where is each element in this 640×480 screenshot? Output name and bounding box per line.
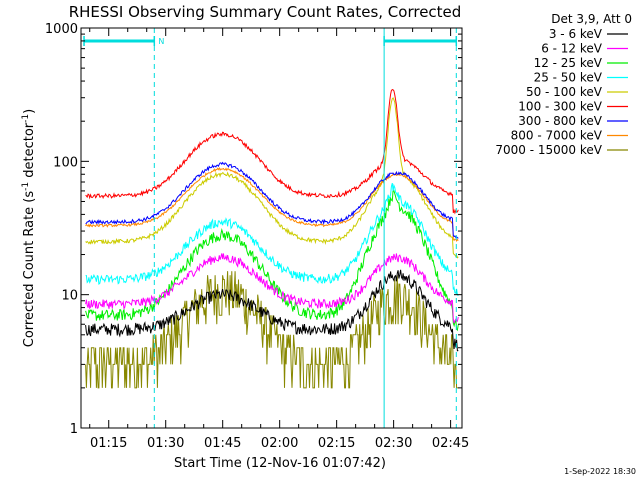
x-tick-label-0: 01:15 <box>90 436 127 451</box>
axis-layer: 01:15 01:30 01:45 02:00 02:15 02:30 02:45 1 10 10… <box>45 22 469 451</box>
series-layer <box>85 89 459 389</box>
y-axis-label: Corrected Count Rate (s-1 detector-1) <box>21 109 37 347</box>
series-line-2 <box>85 188 459 332</box>
x-tick-label-6: 02:45 <box>432 436 469 451</box>
marker-layer: N <box>83 28 458 428</box>
x-tick-label-1: 01:30 <box>147 436 184 451</box>
y-tick-label-3: 1000 <box>45 22 78 37</box>
x-tick-label-3: 02:00 <box>261 436 298 451</box>
y-tick-label-0: 1 <box>70 422 78 437</box>
legend-label-6: 300 - 800 keV <box>518 114 602 128</box>
series-line-4 <box>85 97 459 259</box>
y-axis-label-sup2: -1 <box>21 114 31 123</box>
legend-label-7: 800 - 7000 keV <box>511 129 603 143</box>
y-tick-label-2: 100 <box>53 155 78 170</box>
legend-label-4: 50 - 100 keV <box>526 85 603 99</box>
legend-title: Det 3,9, Att 0 <box>551 12 632 26</box>
legend-label-3: 25 - 50 keV <box>534 71 603 85</box>
plot-frame <box>80 27 463 429</box>
chart-title: RHESSI Observing Summary Count Rates, Co… <box>69 3 462 21</box>
x-tick-label-4: 02:15 <box>318 436 355 451</box>
legend-label-2: 12 - 25 keV <box>534 56 603 70</box>
y-tick-label-1: 10 <box>61 289 78 304</box>
legend-label-0: 3 - 6 keV <box>549 27 603 41</box>
saa-label: N <box>158 37 164 46</box>
series-line-3 <box>85 182 459 297</box>
legend-label-8: 7000 - 15000 keV <box>495 143 602 157</box>
series-line-8 <box>85 271 459 389</box>
y-axis-label-main: Corrected Count Rate (s <box>22 191 37 348</box>
y-axis-label-end: ) <box>22 109 37 114</box>
series-line-5 <box>85 89 459 215</box>
series-line-6 <box>85 161 459 239</box>
series-line-1 <box>85 253 459 324</box>
series-line-0 <box>85 269 459 352</box>
x-axis-label: Start Time (12-Nov-16 01:07:42) <box>174 456 386 471</box>
series-line-7 <box>85 166 459 242</box>
x-tick-label-5: 02:30 <box>375 436 412 451</box>
y-axis-label-mid: detector <box>22 122 37 182</box>
date-stamp: 1-Sep-2022 18:30 <box>564 467 636 476</box>
x-tick-label-2: 01:45 <box>204 436 241 451</box>
y-axis-label-sup1: -1 <box>21 182 31 191</box>
legend-label-5: 100 - 300 keV <box>518 100 602 114</box>
legend-label-1: 6 - 12 keV <box>541 42 603 56</box>
